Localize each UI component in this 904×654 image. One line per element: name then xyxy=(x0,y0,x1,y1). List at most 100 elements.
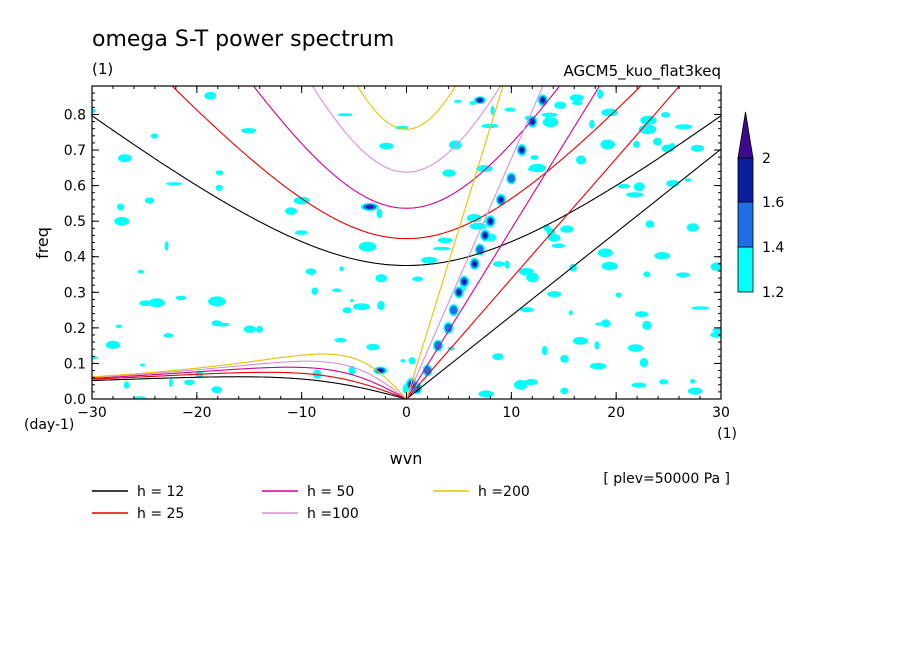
power-blob xyxy=(597,248,613,258)
power-blob xyxy=(492,353,504,361)
power-blob xyxy=(631,382,647,388)
chart-title: omega S-T power spectrum xyxy=(92,27,394,52)
power-blob xyxy=(571,100,583,106)
power-blob xyxy=(654,252,671,260)
y-tick-label: 0.1 xyxy=(64,356,86,372)
power-blob xyxy=(478,390,494,398)
power-blob xyxy=(339,266,344,272)
power-blob xyxy=(633,182,645,192)
dispersion-curves xyxy=(92,86,721,399)
dispersion-curve-h25-rossby xyxy=(92,371,406,399)
power-blob xyxy=(554,101,567,110)
power-blob xyxy=(215,184,223,191)
dispersion-curve-h50-inertia-gravity xyxy=(252,86,561,209)
power-blob xyxy=(690,144,705,152)
power-blob xyxy=(653,137,662,146)
power-blob xyxy=(632,140,640,148)
power-blob xyxy=(215,170,224,175)
dispersion-curve-h25-kelvin xyxy=(406,86,681,399)
power-blob xyxy=(442,169,456,177)
power-blob xyxy=(379,142,394,150)
dispersion-curve-h12-rossby xyxy=(92,376,406,399)
y-axis-label: freq xyxy=(33,227,52,259)
power-blob xyxy=(595,322,612,326)
power-blob xyxy=(710,331,721,338)
colorbar-segment xyxy=(737,201,754,248)
legend-label: h = 25 xyxy=(137,506,184,522)
power-blob xyxy=(123,381,130,389)
power-blob xyxy=(601,108,618,117)
colorbar-extend-arrow xyxy=(737,111,754,159)
colorbar-tick-label: 2 xyxy=(762,151,771,167)
dispersion-curve-h100-rossby xyxy=(92,360,406,399)
x-tick-label: 0 xyxy=(402,405,411,421)
power-blob xyxy=(241,128,257,134)
power-blob xyxy=(115,324,123,328)
power-blob xyxy=(208,296,226,307)
power-blob xyxy=(211,320,222,327)
y-axis-unit: (day-1) xyxy=(24,417,74,433)
power-blob xyxy=(114,216,130,226)
x-tick-label: 30 xyxy=(712,405,730,421)
power-blob xyxy=(596,89,604,99)
power-blob xyxy=(551,243,565,249)
power-blob xyxy=(462,279,467,285)
power-blob xyxy=(312,369,322,379)
colorbar: 1.2 1.4 1.6 2 xyxy=(737,111,784,301)
power-blob xyxy=(589,362,607,370)
dispersion-curve-h12-inertia-gravity xyxy=(92,115,721,267)
power-blob xyxy=(684,178,692,182)
dispersion-curve-h200-inertia-gravity xyxy=(356,86,457,130)
power-blob xyxy=(569,94,584,102)
power-blob xyxy=(634,311,649,318)
power-blob xyxy=(645,220,655,228)
power-blob xyxy=(469,101,476,105)
power-blob xyxy=(661,112,671,118)
power-blob xyxy=(572,337,589,345)
x-tick-label: 10 xyxy=(502,405,520,421)
y-tick-label: 0.2 xyxy=(64,321,86,337)
power-blob xyxy=(481,123,499,129)
power-blob xyxy=(690,378,696,384)
legend-label: h =100 xyxy=(307,506,359,522)
legend-label: h = 12 xyxy=(137,484,184,500)
y-tick-label: 0.6 xyxy=(64,179,86,195)
power-blob xyxy=(365,205,374,209)
power-blob xyxy=(284,207,297,215)
power-blob xyxy=(676,272,690,278)
power-blob xyxy=(541,345,548,356)
power-blob xyxy=(243,325,257,333)
plot-area: −30 −20 −10 0 10 20 30 0.0 0.1 0.2 0.3 0.4 0.5 0.6 0.7… xyxy=(64,85,730,421)
power-blob xyxy=(547,234,561,242)
power-blob xyxy=(477,98,483,102)
y-tick-label: 0.0 xyxy=(64,392,86,408)
power-blob xyxy=(504,107,516,112)
power-blob xyxy=(524,379,538,386)
power-blob xyxy=(504,260,510,269)
x-tick-label: −20 xyxy=(182,405,212,421)
y-tick-label: 0.8 xyxy=(64,107,86,123)
power-blob xyxy=(432,246,451,251)
power-blob xyxy=(507,174,515,183)
power-blob xyxy=(540,97,545,103)
power-blob xyxy=(659,379,669,385)
power-blob xyxy=(133,396,147,399)
power-blob xyxy=(92,356,98,360)
power-blob xyxy=(456,289,462,295)
colorbar-tick-label: 1.2 xyxy=(762,285,784,301)
power-blob xyxy=(164,241,169,251)
x-tick-label: 20 xyxy=(607,405,625,421)
x-tick-label: −10 xyxy=(287,405,317,421)
power-blob xyxy=(352,303,371,311)
dispersion-curve-h50-rossby xyxy=(92,366,406,399)
power-blob xyxy=(560,225,574,233)
power-blob xyxy=(575,155,587,165)
power-blob xyxy=(118,154,132,163)
power-blob xyxy=(211,386,222,394)
power-blob xyxy=(423,366,432,375)
power-blob xyxy=(358,241,377,252)
dispersion-curve-h200-kelvin xyxy=(405,86,504,399)
dispersion-curve-h200-rossby xyxy=(92,353,406,399)
dispersion-curve-h12-kelvin xyxy=(406,148,721,399)
